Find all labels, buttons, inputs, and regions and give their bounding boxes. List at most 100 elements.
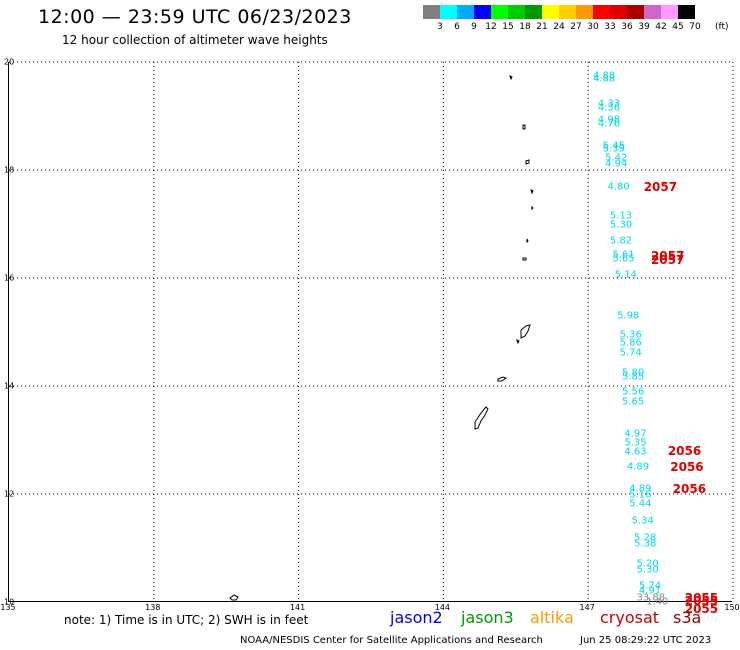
latitude-label: 16 — [4, 273, 15, 283]
island-maug — [522, 124, 526, 130]
latitude-label: 14 — [4, 381, 15, 391]
swh-value: 5.42 — [605, 152, 628, 164]
swh-value: 5.35 — [624, 437, 647, 449]
color-scale-tick: 39 — [638, 22, 650, 32]
map-title: 12:00 — 23:59 UTC 06/23/2023 — [38, 6, 352, 28]
swh-value: 5.30 — [636, 564, 659, 576]
pass-number-label: 2057 — [650, 253, 685, 268]
swh-value: 5.36 — [619, 329, 642, 341]
color-swatch-9 — [457, 5, 474, 19]
swh-value: 5.85 — [621, 371, 645, 383]
swh-value: 4.97 — [624, 428, 647, 440]
swh-value: 5.13 — [609, 210, 633, 222]
color-swatch-6 — [440, 5, 457, 19]
color-scale-tick: 27 — [570, 22, 582, 32]
mission-label-jason3: jason3 — [461, 608, 514, 627]
mission-label-s3a: s3a — [673, 608, 702, 627]
map-canvas — [9, 61, 734, 602]
swh-value: 33.88 — [636, 592, 666, 604]
swh-value: 4.80 — [607, 181, 630, 193]
swh-value: 5.44 — [629, 498, 652, 510]
swh-value: 4.36 — [597, 102, 621, 114]
color-swatch-12 — [474, 5, 491, 19]
mission-label-cryosat: cryosat — [600, 608, 660, 627]
swh-value: 5.74 — [619, 347, 642, 359]
island-saipan-tinian — [516, 324, 531, 345]
swh-value: 4.76 — [597, 118, 621, 130]
coastlines — [229, 75, 534, 601]
swh-value: 5.65 — [621, 396, 645, 408]
credit-line: NOAA/NESDIS Center for Satellite Applica… — [240, 635, 543, 646]
pass-number-label: 2055 — [684, 590, 719, 605]
graticule — [9, 61, 734, 602]
color-swatch-36 — [610, 5, 627, 19]
color-scale-tick: 15 — [502, 22, 514, 32]
color-scale-tick: 6 — [454, 22, 460, 32]
map-frame: 4.88 4.88 4.33 4.36 4.98 4.76 5.45 5.39 5.42 4.94… — [8, 61, 734, 616]
pass-number-label: 2055 — [684, 602, 719, 617]
swh-value: 5.28 — [634, 532, 657, 544]
swh-value: 5.34 — [631, 515, 654, 527]
color-swatch-27 — [559, 5, 576, 19]
swh-value: 5.98 — [617, 310, 640, 322]
color-scale-tick: 3 — [437, 22, 443, 32]
latitude-label: 10 — [4, 597, 15, 607]
longitude-label: 138 — [145, 603, 161, 612]
color-scale-tick: 36 — [621, 22, 633, 32]
color-swatch-15 — [491, 5, 508, 19]
swh-value: 5.82 — [609, 235, 633, 247]
color-swatch-30 — [576, 5, 593, 19]
island-asuncion — [525, 159, 530, 165]
island-agrihan — [530, 189, 534, 195]
swh-value: 1.40 — [646, 596, 669, 608]
pass-number-label: 2055 — [684, 594, 719, 609]
swh-value: 4.88 — [593, 70, 616, 81]
longitude-label: 141 — [289, 603, 306, 612]
color-swatch-39 — [627, 5, 644, 19]
swh-value: 5.65 — [612, 253, 635, 265]
longitude-label: 135 — [0, 603, 16, 612]
swh-value: 4.94 — [605, 158, 628, 170]
color-scale-tick: 24 — [553, 22, 565, 32]
swh-value: 5.61 — [612, 249, 635, 261]
color-swatch-42 — [644, 5, 661, 19]
swh-value: 4.88 — [593, 73, 616, 85]
map-subtitle: 12 hour collection of altimeter wave hei… — [62, 33, 328, 47]
swh-value: 5.56 — [621, 386, 645, 398]
island-pagan — [531, 205, 534, 211]
color-swatch-21 — [525, 5, 542, 19]
swh-value: 4.98 — [597, 114, 621, 126]
longitude-label: 150 — [724, 603, 740, 612]
swh-value: 5.45 — [602, 140, 625, 152]
swh-value: 4.33 — [597, 98, 621, 110]
color-scale-units: (ft) — [715, 22, 729, 32]
color-scale-tick: 45 — [672, 22, 684, 32]
pass-number-label: 2056 — [672, 481, 707, 496]
pass-number-label: 2056 — [670, 460, 704, 474]
island-rota — [497, 376, 508, 382]
swh-value: 4.63 — [624, 446, 647, 458]
island-yap — [229, 594, 239, 601]
swh-value: 5.16 — [629, 489, 652, 501]
color-swatch-24 — [542, 5, 559, 19]
swh-value: 5.14 — [614, 269, 637, 281]
island-guguan — [522, 257, 527, 261]
swh-value: 5.20 — [636, 558, 659, 570]
swh-value: 5.38 — [634, 538, 657, 550]
footer-note: note: 1) Time is in UTC; 2) SWH is in fe… — [64, 613, 309, 627]
color-scale-tick: 33 — [604, 22, 616, 32]
color-swatch-3 — [423, 5, 440, 19]
swh-value: 4.89 — [629, 483, 652, 495]
color-swatch-18 — [508, 5, 525, 19]
swh-value: 5.74 — [638, 580, 662, 592]
color-swatch-70 — [678, 5, 695, 19]
color-scale-tick: 70 — [689, 22, 701, 32]
longitude-label: 147 — [579, 603, 595, 612]
swh-value: 4.91 — [638, 585, 662, 597]
pass-number-label: 2057 — [643, 180, 678, 195]
color-scale-tick: 42 — [655, 22, 667, 32]
latitude-label: 20 — [4, 57, 15, 67]
swh-value: 5.80 — [621, 367, 645, 378]
color-swatch-33 — [593, 5, 610, 19]
swh-value: 5.86 — [619, 337, 642, 349]
